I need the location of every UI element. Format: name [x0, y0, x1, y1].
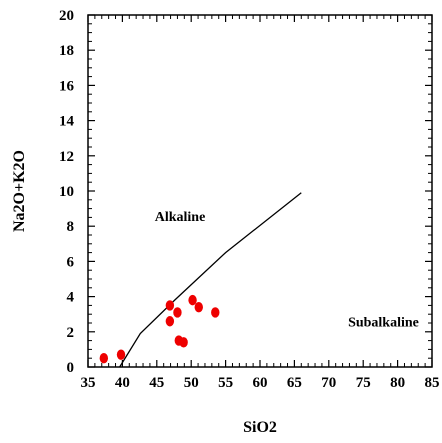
- y-tick-label: 8: [67, 219, 75, 235]
- divider-line: [119, 192, 302, 368]
- data-point: [165, 300, 175, 311]
- data-point: [211, 307, 220, 318]
- data-point: [99, 353, 109, 364]
- data-point: [179, 337, 188, 348]
- x-tick-label: 50: [184, 375, 199, 391]
- plot-frame: [87, 14, 433, 368]
- x-tick-label: 65: [287, 375, 302, 391]
- data-point: [188, 294, 197, 306]
- data-point: [116, 349, 126, 360]
- y-tick-label: 2: [67, 325, 75, 341]
- y-tick-label: 0: [67, 360, 75, 376]
- x-tick-label: 80: [390, 375, 405, 391]
- x-tick-label: 60: [253, 375, 268, 391]
- y-tick-label: 10: [59, 184, 74, 200]
- y-axis-title: Na2O+K2O: [11, 150, 28, 232]
- x-tick-label: 85: [425, 375, 440, 391]
- region-labels: Alkaline Subalkaline: [155, 210, 419, 331]
- x-tick-label: 35: [81, 375, 96, 391]
- x-axis-title: SiO2: [243, 419, 277, 436]
- divider-line-group: [119, 192, 302, 368]
- y-tick-label: 16: [59, 78, 75, 94]
- data-point: [173, 307, 182, 318]
- y-tick-label: 4: [67, 290, 75, 306]
- region-label: Subalkaline: [348, 316, 419, 331]
- x-tick-label: 70: [321, 375, 336, 391]
- data-points: [99, 294, 220, 364]
- data-point: [165, 316, 175, 327]
- x-tick-label: 40: [115, 375, 130, 391]
- y-tick-label: 6: [67, 254, 75, 270]
- data-point: [194, 301, 203, 313]
- x-tick-label: 55: [218, 375, 233, 391]
- tick-labels: 35 40 45 50 55 60 65 70 75 80 85 0 2 4 6 8 10 12 14 16 18 20: [59, 8, 440, 391]
- y-tick-label: 12: [59, 149, 74, 165]
- region-label: Alkaline: [155, 210, 206, 225]
- y-tick-label: 18: [59, 43, 74, 59]
- x-tick-label: 45: [149, 375, 164, 391]
- axis-ticks: [87, 14, 433, 368]
- x-tick-label: 75: [356, 375, 371, 391]
- y-tick-label: 14: [59, 114, 75, 130]
- y-tick-label: 20: [59, 8, 74, 24]
